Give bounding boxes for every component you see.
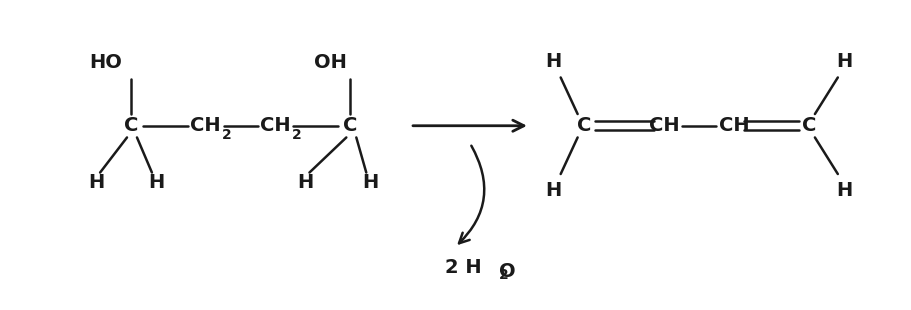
Text: C: C (124, 116, 138, 135)
Text: C: C (578, 116, 592, 135)
Text: HO: HO (89, 53, 122, 72)
Text: H: H (88, 173, 104, 192)
Text: 2: 2 (222, 128, 232, 142)
Text: CH: CH (719, 116, 750, 135)
Text: H: H (148, 173, 164, 192)
Text: 2: 2 (292, 128, 302, 142)
Text: CH: CH (261, 116, 291, 135)
Text: 2 H: 2 H (445, 258, 481, 277)
Text: H: H (363, 173, 378, 192)
Text: 2: 2 (499, 268, 508, 282)
Text: C: C (802, 116, 816, 135)
Text: C: C (343, 116, 357, 135)
Text: CH: CH (649, 116, 680, 135)
Text: CH: CH (190, 116, 221, 135)
Text: H: H (297, 173, 313, 192)
Text: OH: OH (314, 53, 347, 72)
Text: H: H (546, 52, 562, 71)
Text: H: H (546, 181, 562, 200)
Text: O: O (498, 262, 515, 281)
FancyArrowPatch shape (459, 146, 485, 243)
Text: H: H (836, 52, 853, 71)
Text: H: H (836, 181, 853, 200)
